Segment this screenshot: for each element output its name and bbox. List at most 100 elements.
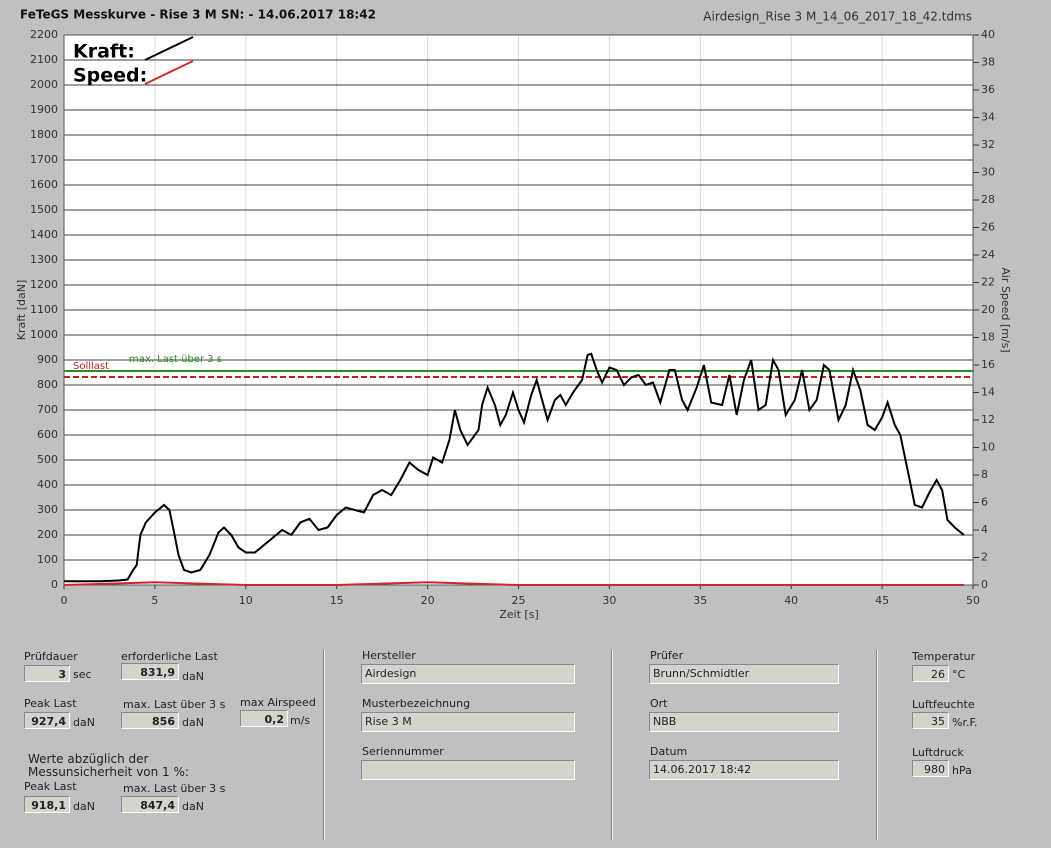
field: 927,4 [24,712,70,729]
y-tick-label: 1600 [30,178,58,191]
field: 35 [912,712,949,729]
y2-tick-label: 18 [981,331,995,344]
x-tick-label: 30 [602,594,616,607]
y-tick-label: 200 [37,528,58,541]
y2-tick-label: 24 [981,248,995,261]
y-tick-label: 100 [37,553,58,566]
y2-tick-label: 6 [981,496,988,509]
y-tick-label: 700 [37,403,58,416]
y2-tick-label: 8 [981,468,988,481]
y-axis-label: Kraft [daN] [15,280,28,341]
unit: daN [73,800,95,813]
label: Prüfer [650,649,684,662]
x-tick-label: 5 [151,594,158,607]
field: 0,2 [240,710,288,727]
field: 856 [121,712,179,729]
label: Luftdruck [912,746,964,759]
y-tick-label: 1100 [30,303,58,316]
y-tick-label: 2100 [30,53,58,66]
y2-tick-label: 16 [981,358,995,371]
note: Werte abzüglich der Messunsicherheit von… [28,752,189,779]
separator [323,650,325,840]
y-tick-label: 600 [37,428,58,441]
field: Rise 3 M [361,712,575,732]
legend-swatch [144,60,194,85]
unit: hPa [952,764,972,777]
label: Ort [650,697,668,710]
legend-label: Kraft: [73,41,135,63]
unit: daN [73,716,95,729]
y-tick-label: 500 [37,453,58,466]
label: Musterbezeichnung [362,697,471,710]
label: Datum [650,745,688,758]
reference-label: Solllast [73,361,109,372]
y2-axis-label: Air Speed [m/s] [999,267,1012,352]
field: 26 [912,665,949,682]
x-tick-label: 0 [61,594,68,607]
separator [611,650,613,840]
y-tick-label: 1900 [30,103,58,116]
y2-tick-label: 36 [981,83,995,96]
field: Brunn/Schmidtler [649,664,839,684]
unit: m/s [290,714,311,727]
unit: °C [952,668,966,681]
y2-tick-label: 0 [981,578,988,591]
reference-label: max. Last über 3 s [129,354,222,365]
field: 847,4 [121,796,179,813]
file-name: Airdesign_Rise 3 M_14_06_2017_18_42.tdms [703,10,972,24]
label: max. Last über 3 s [123,782,226,795]
unit: daN [182,716,204,729]
y-tick-label: 2200 [30,28,58,41]
y2-tick-label: 30 [981,166,995,179]
y2-tick-label: 12 [981,413,995,426]
unit: daN [182,800,204,813]
legend-label: Speed: [73,65,147,87]
y-tick-label: 1200 [30,278,58,291]
label: max Airspeed [240,696,316,709]
label: Prüfdauer [24,650,78,663]
x-tick-label: 25 [512,594,526,607]
field [361,760,575,780]
y-tick-label: 1800 [30,128,58,141]
y-tick-label: 900 [37,353,58,366]
y-tick-label: 400 [37,478,58,491]
chart: FeTeGS Messkurve - Rise 3 M SN: - 14.06.… [15,8,1012,622]
y-tick-label: 1700 [30,153,58,166]
label: erforderliche Last [121,650,218,663]
label: Seriennummer [362,745,444,758]
label: Hersteller [362,649,416,662]
y-tick-label: 300 [37,503,58,516]
label: Peak Last [24,780,77,793]
field: 831,9 [121,663,179,680]
y-tick-label: 1400 [30,228,58,241]
y2-tick-label: 32 [981,138,995,151]
y-tick-label: 800 [37,378,58,391]
y-tick-label: 1500 [30,203,58,216]
y-tick-label: 2000 [30,78,58,91]
y2-tick-label: 4 [981,523,988,536]
data-line [63,581,964,586]
y2-tick-label: 22 [981,276,995,289]
unit: sec [73,668,92,681]
y2-tick-label: 34 [981,111,995,124]
y2-tick-label: 26 [981,221,995,234]
unit: daN [182,670,204,683]
legend-swatch [144,36,194,61]
y-tick-label: 1000 [30,328,58,341]
field: 14.06.2017 18:42 [649,760,839,780]
x-tick-label: 50 [966,594,980,607]
y-tick-label: 0 [51,578,58,591]
label: Temperatur [912,650,976,663]
y2-tick-label: 28 [981,193,995,206]
x-tick-label: 35 [693,594,707,607]
y2-tick-label: 14 [981,386,995,399]
y-tick-label: 1300 [30,253,58,266]
x-tick-label: 15 [330,594,344,607]
y2-tick-label: 2 [981,551,988,564]
x-tick-label: 45 [875,594,889,607]
x-tick-label: 20 [421,594,435,607]
label: max. Last über 3 s [123,698,226,711]
field: NBB [649,712,839,732]
x-tick-label: 40 [784,594,798,607]
